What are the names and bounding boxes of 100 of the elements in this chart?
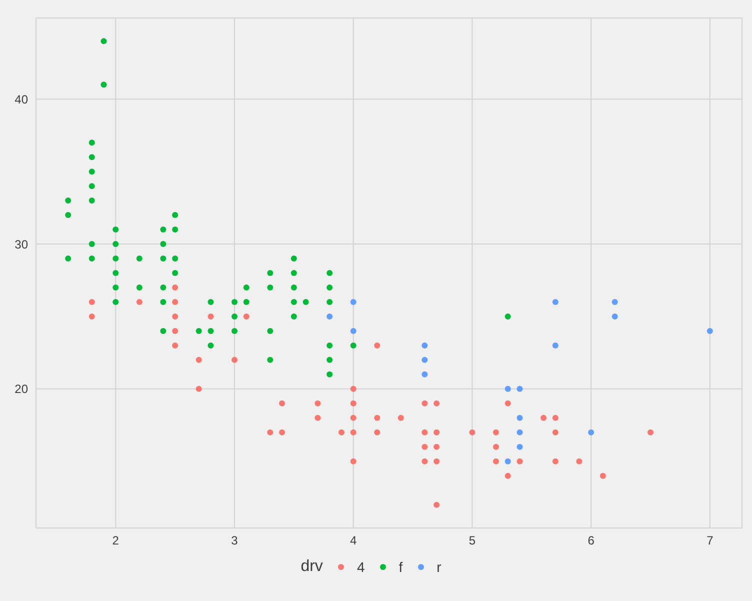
point [350, 458, 356, 464]
point [469, 429, 476, 436]
point [290, 298, 297, 305]
point [65, 198, 72, 204]
point [326, 371, 333, 378]
x-tick-label: 5 [468, 534, 476, 548]
point [552, 429, 558, 436]
point [706, 328, 713, 334]
point [267, 270, 274, 276]
point [231, 313, 238, 320]
point [516, 444, 523, 450]
point [612, 298, 618, 305]
point [504, 400, 511, 406]
point [100, 38, 107, 44]
point [160, 226, 166, 233]
point [231, 298, 238, 305]
point [88, 298, 95, 305]
point [552, 298, 558, 305]
point [88, 241, 95, 248]
point [422, 444, 428, 450]
point [196, 328, 202, 334]
point [516, 386, 523, 392]
point [374, 414, 380, 421]
point [88, 256, 95, 262]
point [136, 284, 142, 290]
legend-title: drv [300, 558, 323, 576]
point [231, 356, 238, 363]
point [112, 241, 119, 248]
point [231, 328, 238, 334]
point [326, 342, 333, 348]
point [516, 429, 523, 436]
point [504, 472, 511, 479]
point [612, 313, 618, 320]
point [196, 356, 202, 363]
point [88, 183, 95, 190]
point [552, 458, 558, 464]
point [326, 298, 333, 305]
point [290, 313, 297, 320]
point [88, 313, 95, 320]
point [160, 241, 166, 248]
point [160, 328, 166, 334]
point [243, 284, 250, 290]
point [516, 458, 523, 464]
point [208, 342, 214, 348]
point [88, 154, 95, 160]
point [112, 298, 119, 305]
point [492, 458, 499, 464]
point [243, 313, 250, 320]
point [172, 226, 178, 233]
point [434, 444, 440, 450]
legend-label: r [436, 559, 442, 575]
point [290, 270, 297, 276]
point [600, 472, 606, 479]
point [112, 270, 119, 276]
point [208, 328, 214, 334]
point [136, 298, 142, 305]
point [422, 458, 428, 464]
point [504, 386, 511, 392]
point [88, 168, 95, 175]
point [196, 386, 202, 392]
point [172, 270, 178, 276]
point [65, 256, 72, 262]
point [350, 400, 356, 406]
point [504, 313, 511, 320]
legend-label: 4 [356, 559, 365, 575]
point [290, 256, 297, 262]
y-tick-label: 40 [14, 92, 28, 106]
point [326, 356, 333, 363]
point [422, 342, 428, 348]
point [338, 429, 344, 436]
point [160, 256, 166, 262]
point [552, 342, 558, 348]
point [267, 284, 274, 290]
point [172, 256, 178, 262]
point [422, 429, 428, 436]
point [160, 284, 166, 290]
point [647, 429, 654, 436]
point [279, 400, 286, 406]
point [350, 386, 356, 392]
point [350, 328, 356, 334]
point [326, 313, 333, 320]
x-tick-label: 3 [231, 534, 238, 548]
point [112, 226, 119, 233]
point [243, 298, 250, 305]
point [422, 356, 428, 363]
point [112, 284, 119, 290]
point [374, 342, 380, 348]
x-tick-label: 2 [112, 534, 120, 548]
point [65, 212, 72, 218]
point [374, 429, 380, 436]
point [172, 212, 178, 218]
point [576, 458, 582, 464]
point [504, 458, 511, 464]
point [208, 298, 214, 305]
y-tick-label: 20 [14, 382, 28, 396]
x-tick-label: 4 [350, 534, 357, 548]
point [350, 298, 356, 305]
point [588, 429, 594, 436]
point [314, 400, 321, 406]
point [552, 414, 558, 421]
